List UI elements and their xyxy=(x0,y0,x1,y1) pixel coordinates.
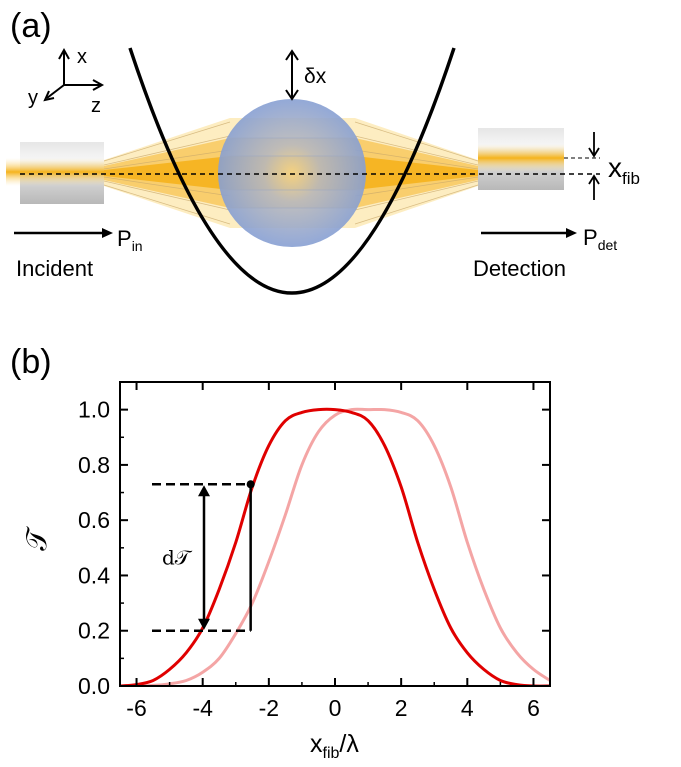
annotation-arrow-head-bottom xyxy=(198,618,210,630)
y-tick-label: 0.6 xyxy=(78,507,110,533)
panel-a-label: (a) xyxy=(10,7,52,45)
incident-fiber xyxy=(6,142,104,204)
y-tick-label: 0.0 xyxy=(78,673,110,699)
particle-sphere xyxy=(218,99,366,247)
annotation-point xyxy=(246,480,255,489)
plot-frame xyxy=(119,381,551,687)
x-axis-label: xfib/λ xyxy=(310,730,359,762)
displacement-arrow xyxy=(285,49,299,101)
incident-caption: Incident xyxy=(16,256,93,281)
panel-b-label: (b) xyxy=(10,343,52,381)
x-tick-label: -6 xyxy=(126,695,146,721)
fiber-offset-arrows xyxy=(588,132,600,200)
x-tick-label: -2 xyxy=(259,695,279,721)
x-tick-label: 6 xyxy=(527,695,540,721)
detection-power-label: Pdet xyxy=(583,225,617,253)
x-tick-label: 0 xyxy=(329,695,342,721)
axis-y-label: y xyxy=(28,87,38,109)
detection-power-arrow xyxy=(481,228,577,238)
annotation-arrow-head-top xyxy=(198,485,210,497)
incident-power-label: Pin xyxy=(117,226,143,254)
coordinate-axes xyxy=(43,47,105,102)
axis-z-label: z xyxy=(91,95,101,117)
y-tick-label: 0.4 xyxy=(78,562,110,588)
y-axis-label: 𝒯 xyxy=(20,526,53,551)
trap-potential-curve xyxy=(128,47,456,295)
displacement-label: δx xyxy=(304,65,327,88)
annotation-label: d𝒯 xyxy=(162,545,193,569)
x-tick-label: 2 xyxy=(395,695,408,721)
x-tick-label: 4 xyxy=(461,695,474,721)
detection-caption: Detection xyxy=(473,256,566,281)
series-line-0 xyxy=(120,407,550,686)
detection-fiber xyxy=(478,128,564,190)
fiber-offset-label: xfib xyxy=(608,152,640,188)
y-tick-label: 1.0 xyxy=(78,397,110,423)
series-line-1 xyxy=(120,407,550,686)
y-tick-label: 0.2 xyxy=(78,618,110,644)
y-tick-label: 0.8 xyxy=(78,452,110,478)
x-tick-label: -4 xyxy=(192,695,213,721)
incident-power-arrow xyxy=(14,228,113,238)
axis-x-label: x xyxy=(77,46,87,68)
